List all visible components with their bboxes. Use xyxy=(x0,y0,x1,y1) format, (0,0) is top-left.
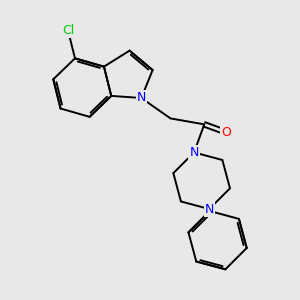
Text: Cl: Cl xyxy=(62,24,74,37)
Text: N: N xyxy=(189,146,199,159)
Text: O: O xyxy=(221,126,231,139)
Text: N: N xyxy=(205,202,214,215)
Text: N: N xyxy=(136,92,146,104)
